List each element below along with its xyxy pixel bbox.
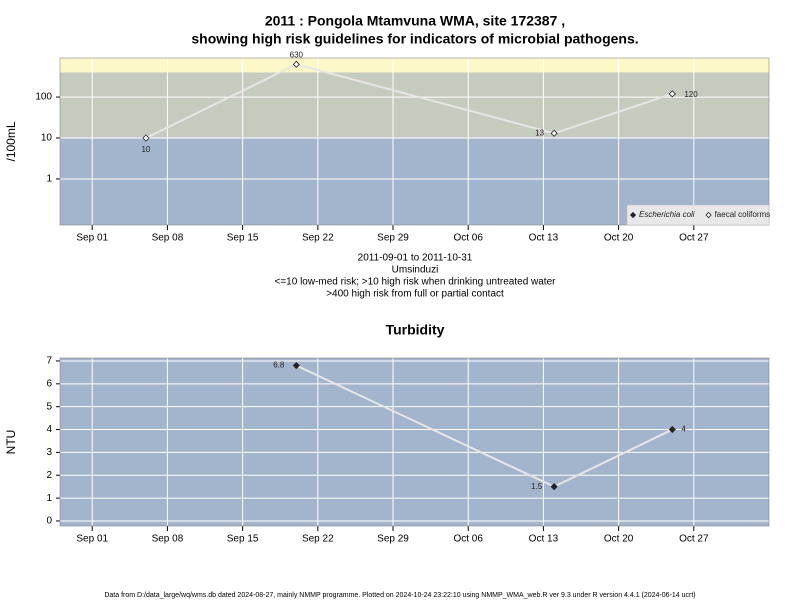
x-tick-label: Sep 29 [377, 233, 409, 244]
legend-marker [705, 211, 712, 219]
data-point [550, 129, 558, 137]
note: <=10 low-med risk; >10 high risk when dr… [275, 277, 557, 288]
data-label: 13 [535, 128, 544, 137]
data-point [292, 361, 300, 370]
x-tick-label: Sep 15 [227, 233, 259, 244]
data-label: 10 [141, 145, 150, 154]
y-axis-label: NTU [4, 430, 18, 455]
x-tick-label: Sep 08 [152, 534, 184, 545]
data-label: 630 [290, 50, 304, 59]
data-point [668, 90, 676, 98]
footer: Data from D:/data_large/wq/wms.db dated … [104, 592, 695, 599]
note: 2011-09-01 to 2011-10-31 [358, 253, 473, 264]
y-tick-label: 7 [46, 356, 52, 367]
x-tick-label: Oct 20 [604, 534, 634, 545]
risk-band [60, 58, 769, 73]
chart-title: Turbidity [386, 322, 445, 338]
note: Umsinduzi [392, 265, 439, 276]
x-tick-label: Sep 08 [152, 233, 184, 244]
legend-label: faecal coliforms [715, 210, 771, 219]
note: >400 high risk from full or partial cont… [326, 289, 504, 300]
x-tick-label: Oct 27 [679, 233, 709, 244]
data-point [292, 60, 300, 68]
risk-band [60, 72, 769, 139]
data-label: 1.5 [531, 482, 543, 491]
y-axis-label: /100mL [4, 121, 18, 161]
chart-title: 2011 : Pongola Mtamvuna WMA, site 172387… [265, 13, 565, 29]
data-label: 120 [684, 90, 698, 99]
legend-box [626, 204, 770, 226]
y-tick-label: 0 [46, 516, 52, 527]
x-tick-label: Oct 20 [604, 233, 634, 244]
x-tick-label: Oct 06 [453, 233, 483, 244]
y-tick-label: 100 [35, 92, 52, 103]
data-point [142, 134, 150, 142]
x-tick-label: Sep 22 [302, 233, 334, 244]
data-point [668, 425, 676, 434]
y-tick-label: 6 [46, 378, 52, 389]
y-tick-label: 3 [46, 447, 52, 458]
legend-marker [629, 211, 637, 219]
x-tick-label: Oct 27 [679, 534, 709, 545]
x-tick-label: Oct 13 [529, 534, 559, 545]
y-tick-label: 1 [46, 174, 52, 185]
legend-label: Escherichia coli [639, 210, 695, 219]
series-line [145, 63, 673, 139]
y-tick-label: 10 [41, 133, 53, 144]
y-tick-label: 2 [46, 470, 52, 481]
plot-background [60, 358, 769, 526]
y-tick-label: 5 [46, 401, 52, 412]
data-label: 6.8 [273, 361, 285, 370]
chart-title: showing high risk guidelines for indicat… [191, 31, 638, 47]
x-tick-label: Sep 29 [377, 534, 409, 545]
x-tick-label: Sep 01 [76, 534, 108, 545]
x-tick-label: Oct 06 [453, 534, 483, 545]
x-tick-label: Sep 01 [76, 233, 108, 244]
y-tick-label: 1 [46, 493, 52, 504]
plot-frame [59, 357, 770, 527]
data-label: 4 [681, 425, 686, 434]
x-tick-label: Sep 15 [227, 534, 259, 545]
plot-frame [59, 57, 770, 226]
data-point [550, 483, 558, 491]
x-tick-label: Sep 22 [302, 534, 334, 545]
x-tick-label: Oct 13 [529, 233, 559, 244]
y-tick-label: 4 [46, 424, 52, 435]
